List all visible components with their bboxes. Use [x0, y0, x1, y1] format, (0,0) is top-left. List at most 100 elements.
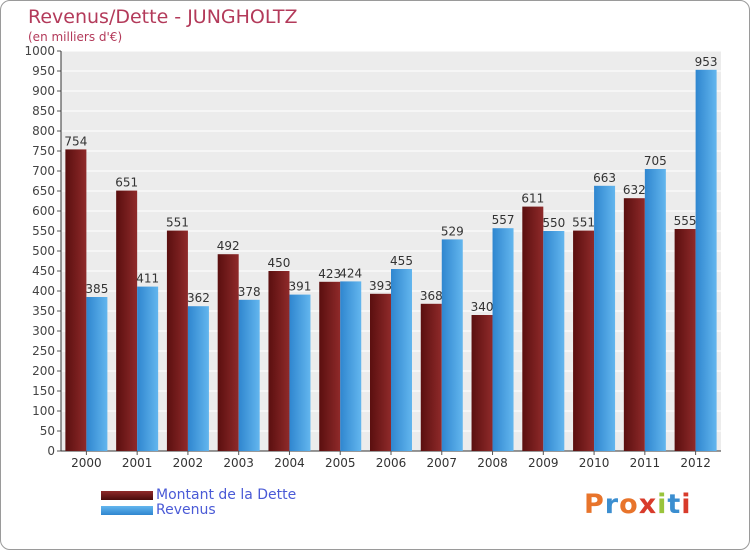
data-label: 393	[369, 279, 392, 293]
y-tick-label: 0	[47, 444, 55, 458]
data-label: 632	[623, 183, 646, 197]
bar-dette	[166, 230, 188, 451]
y-tick-label: 150	[32, 384, 55, 398]
data-label: 555	[674, 214, 697, 228]
x-tick-label: 2007	[426, 456, 457, 470]
legend-swatch-dette	[101, 491, 153, 500]
bar-dette	[268, 271, 290, 451]
bar-dette	[370, 293, 391, 451]
data-label: 550	[542, 216, 565, 230]
data-label: 411	[136, 272, 159, 286]
x-tick-label: 2002	[173, 456, 204, 470]
data-label: 611	[521, 192, 544, 206]
x-tick-label: 2009	[528, 456, 559, 470]
logo-letter: r	[604, 489, 620, 520]
y-tick-label: 850	[32, 104, 55, 118]
y-tick-label: 300	[32, 324, 55, 338]
legend-label-dette: Montant de la Dette	[156, 487, 297, 503]
y-tick-label: 950	[32, 64, 55, 78]
bar-dette	[116, 190, 138, 451]
x-tick-label: 2005	[325, 456, 356, 470]
logo-letter: P	[584, 489, 605, 520]
legend-label-revenus: Revenus	[156, 502, 216, 518]
x-tick-label: 2012	[680, 456, 711, 470]
bar-dette	[319, 281, 341, 451]
data-label: 551	[572, 216, 595, 230]
data-label: 705	[644, 154, 667, 168]
y-tick-label: 400	[32, 284, 55, 298]
proxiti-logo: Proxiti	[584, 489, 692, 520]
y-tick-label: 1000	[24, 44, 55, 58]
bar-revenus	[594, 185, 616, 452]
data-label: 368	[420, 289, 443, 303]
bar-revenus	[492, 228, 514, 451]
data-label: 362	[187, 291, 210, 305]
y-tick-label: 650	[32, 184, 55, 198]
x-tick-label: 2011	[630, 456, 661, 470]
data-label: 385	[85, 282, 108, 296]
bar-revenus	[441, 239, 463, 451]
bar-dette	[522, 206, 544, 451]
bar-revenus	[340, 281, 362, 451]
bar-revenus	[289, 294, 311, 451]
bar-dette	[623, 198, 645, 451]
bar-dette	[65, 149, 87, 451]
logo-letter: x	[638, 489, 658, 520]
data-label: 663	[593, 171, 616, 185]
y-tick-label: 800	[32, 124, 55, 138]
bar-dette	[420, 303, 442, 451]
y-tick-label: 350	[32, 304, 55, 318]
data-label: 492	[217, 239, 240, 253]
chart-title: Revenus/Dette - JUNGHOLTZ	[28, 6, 298, 28]
bar-revenus	[391, 269, 412, 451]
bar-revenus	[543, 231, 565, 451]
y-tick-label: 750	[32, 144, 55, 158]
y-tick-label: 700	[32, 164, 55, 178]
x-tick-label: 2003	[223, 456, 254, 470]
data-label: 424	[339, 266, 362, 280]
logo-letter: t	[667, 489, 682, 520]
bar-dette	[217, 254, 239, 451]
y-tick-label: 600	[32, 204, 55, 218]
bar-dette	[674, 229, 696, 451]
bar-revenus	[137, 286, 159, 451]
data-label: 551	[166, 216, 189, 230]
y-tick-label: 500	[32, 244, 55, 258]
data-label: 754	[64, 134, 87, 148]
x-tick-label: 2000	[71, 456, 102, 470]
bar-revenus	[187, 306, 209, 451]
data-label: 391	[289, 280, 312, 294]
bar-dette	[471, 315, 493, 451]
data-label: 651	[115, 176, 138, 190]
bar-revenus	[86, 297, 108, 451]
bar-revenus	[695, 69, 717, 452]
chart-subtitle: (en milliers d'€)	[28, 30, 123, 44]
x-tick-label: 2008	[477, 456, 508, 470]
logo-letter: i	[681, 489, 692, 520]
data-label: 557	[492, 213, 515, 227]
x-tick-label: 2004	[274, 456, 305, 470]
logo-letter: i	[657, 489, 668, 520]
y-tick-label: 250	[32, 344, 55, 358]
x-tick-label: 2006	[376, 456, 407, 470]
y-tick-label: 900	[32, 84, 55, 98]
data-label: 529	[441, 224, 464, 238]
x-tick-label: 2010	[579, 456, 610, 470]
data-label: 423	[318, 267, 341, 281]
data-label: 378	[238, 285, 261, 299]
y-tick-label: 50	[40, 424, 55, 438]
bar-dette	[573, 230, 595, 451]
logo-letter: o	[619, 489, 639, 520]
y-tick-label: 100	[32, 404, 55, 418]
data-label: 450	[268, 256, 291, 270]
y-tick-label: 550	[32, 224, 55, 238]
bar-revenus	[644, 169, 666, 451]
bar-revenus	[238, 299, 260, 451]
data-label: 340	[471, 300, 494, 314]
legend-swatch-revenus	[101, 506, 153, 515]
data-label: 455	[390, 254, 413, 268]
x-tick-label: 2001	[122, 456, 153, 470]
data-label: 953	[695, 55, 718, 69]
y-tick-label: 200	[32, 364, 55, 378]
